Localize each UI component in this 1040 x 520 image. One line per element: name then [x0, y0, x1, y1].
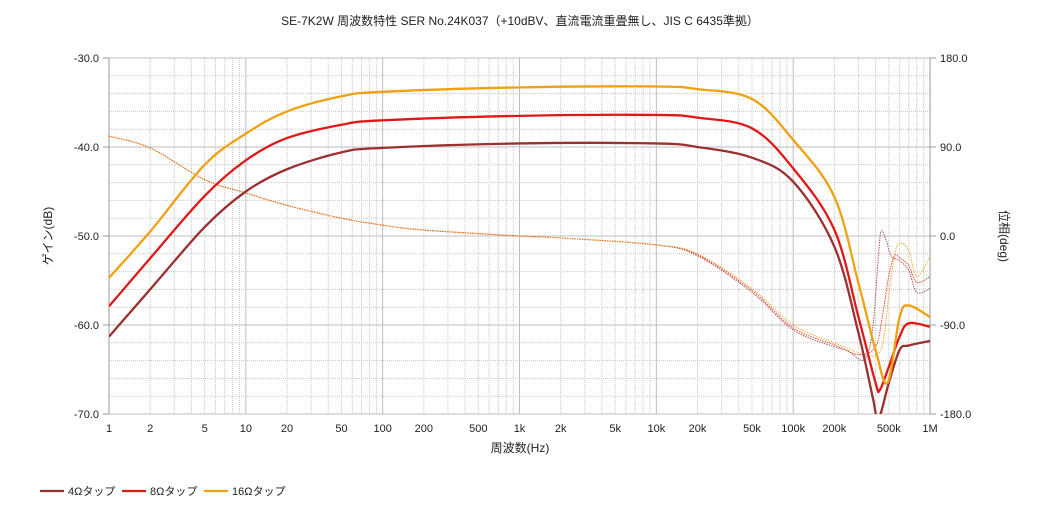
y2-tick-label: 0.0: [940, 231, 955, 243]
legend: 4Ωタップ 8Ωタップ 16Ωタップ: [40, 485, 285, 498]
y2-tick-label: -180.0: [940, 409, 971, 421]
series-lines: [109, 85, 930, 414]
x-tick-label: 200k: [822, 423, 846, 435]
x-tick-label: 1M: [922, 423, 937, 435]
x-axis-label: 周波数(Hz): [491, 440, 550, 455]
axes: 1 2 5 10 20 50 100 200 500 1k 2k 5k 10k 20k 50k 100k 200…: [74, 53, 971, 435]
grid: [108, 57, 931, 415]
x-tick-label: 50k: [743, 423, 761, 435]
gain-line-2: [109, 85, 930, 385]
y2-axis-label: 位相(deg): [997, 210, 1012, 262]
x-tick-label: 2k: [555, 423, 567, 435]
x-tick-label: 5k: [609, 423, 621, 435]
x-tick-label: 5: [202, 423, 208, 435]
y-tick-label: -60.0: [74, 320, 99, 332]
legend-label: 4Ωタップ: [68, 485, 115, 498]
y-tick-label: -70.0: [74, 409, 99, 421]
x-tick-label: 10k: [647, 423, 665, 435]
y-tick-label: -30.0: [74, 53, 99, 65]
x-tick-label: 100k: [781, 423, 805, 435]
y2-tick-label: 90.0: [940, 142, 961, 154]
y2-tick-label: 180.0: [940, 53, 968, 65]
x-tick-label: 200: [415, 423, 433, 435]
chart-title: SE-7K2W 周波数特性 SER No.24K037（+10dBV、直流電流重…: [281, 13, 759, 28]
gain-line-0: [109, 141, 930, 414]
legend-label: 16Ωタップ: [232, 485, 285, 498]
x-tick-label: 100: [373, 423, 391, 435]
phase-line-2: [109, 135, 930, 358]
phase-line-1: [109, 135, 930, 356]
x-tick-label: 20k: [689, 423, 707, 435]
x-tick-label: 2: [147, 423, 153, 435]
y2-tick-label: -90.0: [940, 320, 965, 332]
x-tick-label: 10: [240, 423, 252, 435]
x-tick-label: 1: [106, 423, 112, 435]
x-tick-label: 20: [281, 423, 293, 435]
legend-label: 8Ωタップ: [150, 485, 197, 498]
gain-line-1: [109, 113, 930, 394]
x-tick-label: 50: [335, 423, 347, 435]
x-tick-label: 500k: [877, 423, 901, 435]
x-tick-label: 500: [469, 423, 487, 435]
y-tick-label: -50.0: [74, 231, 99, 243]
y-tick-label: -40.0: [74, 142, 99, 154]
x-tick-label: 1k: [514, 423, 526, 435]
y-axis-label: ゲイン(dB): [41, 207, 55, 265]
